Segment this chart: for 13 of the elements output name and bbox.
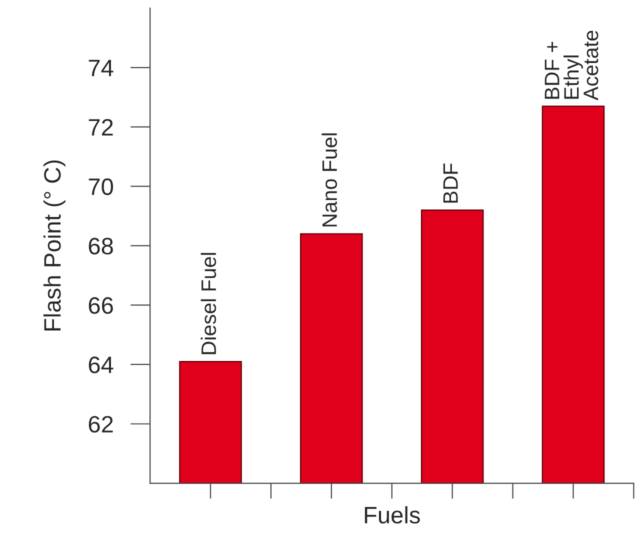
- y-tick-label: 74: [88, 60, 114, 76]
- x-tick-label: BDF: [443, 164, 458, 203]
- y-axis-title: Flash Point (° C): [43, 160, 66, 330]
- x-tick-label: Nano Fuel: [322, 133, 338, 226]
- x-axis-title: Fuels: [364, 506, 420, 524]
- x-tick-label: Diesel Fuel: [200, 253, 216, 354]
- y-tick-label: 68: [88, 238, 113, 254]
- y-tick-label: 70: [88, 178, 114, 196]
- x-tick-label: BDF + Ethyl Acetate: [544, 30, 598, 100]
- y-tick-label: 66: [88, 297, 113, 314]
- y-tick-label: 62: [88, 416, 113, 433]
- y-tick-label: 64: [88, 356, 114, 374]
- y-tick-label: 72: [88, 118, 113, 136]
